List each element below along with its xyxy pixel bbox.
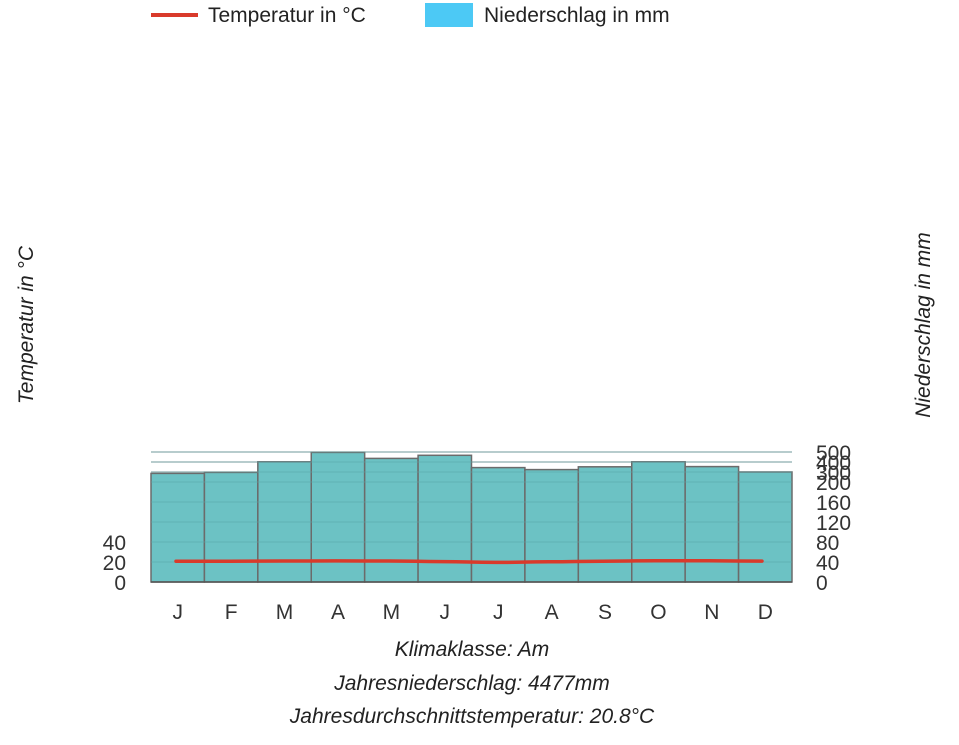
precipitation-bar: [684, 465, 740, 583]
x-tick-label: M: [383, 601, 401, 624]
precipitation-bar: [150, 472, 206, 583]
annual-temperature-text: Jahresdurchschnittstemperatur: 20.8°C: [289, 705, 655, 728]
x-tick-label: A: [545, 601, 559, 624]
y-left-tick-label: 0: [114, 572, 126, 595]
y-right-tick-label: 120: [816, 512, 851, 535]
temperature-series: [174, 559, 764, 565]
y-right-tick-label: 400: [816, 452, 851, 475]
legend-temperature-label: Temperatur in °C: [208, 4, 366, 27]
y-right-tick-label: 300: [816, 462, 851, 485]
x-tick-label: N: [704, 601, 719, 624]
precipitation-bar: [363, 457, 419, 583]
x-tick-label: S: [598, 601, 612, 624]
temperature-line: [174, 559, 764, 565]
x-tick-label: O: [650, 601, 666, 624]
x-tick-label: J: [440, 601, 451, 624]
legend: Temperatur in °C Niederschlag in mm: [151, 3, 670, 27]
y-axis-right-title: Niederschlag in mm: [912, 232, 935, 418]
annual-precipitation-text: Jahresniederschlag: 4477mm: [334, 672, 610, 695]
precipitation-bar: [577, 466, 633, 583]
x-tick-label: A: [331, 601, 345, 624]
x-tick-label: M: [276, 601, 294, 624]
x-tick-label: F: [225, 601, 238, 624]
precipitation-bar: [737, 471, 793, 583]
y-right-tick-label: 160: [816, 492, 851, 515]
precipitation-bar: [203, 471, 259, 583]
x-tick-label: D: [758, 601, 773, 624]
climate-class-text: Klimaklasse: Am: [394, 638, 550, 661]
x-tick-label: J: [493, 601, 504, 624]
y-right-tick-label: 80: [816, 532, 839, 555]
y-right-tick-label: 40: [816, 552, 839, 575]
y-right-tick-label: 0: [816, 572, 828, 595]
precipitation-bar: [470, 466, 526, 583]
y-axis-left-title: Temperatur in °C: [15, 245, 38, 404]
y-left-tick-label: 20: [103, 552, 126, 575]
y-right-tick-label: 200: [816, 472, 851, 495]
y-right-tick-label: 500: [816, 442, 851, 465]
y-left-tick-label: 40: [103, 532, 126, 555]
x-tick-label: J: [172, 601, 183, 624]
precipitation-bar: [524, 468, 580, 583]
legend-precipitation-label: Niederschlag in mm: [484, 4, 670, 27]
legend-precipitation-swatch: [425, 3, 473, 27]
